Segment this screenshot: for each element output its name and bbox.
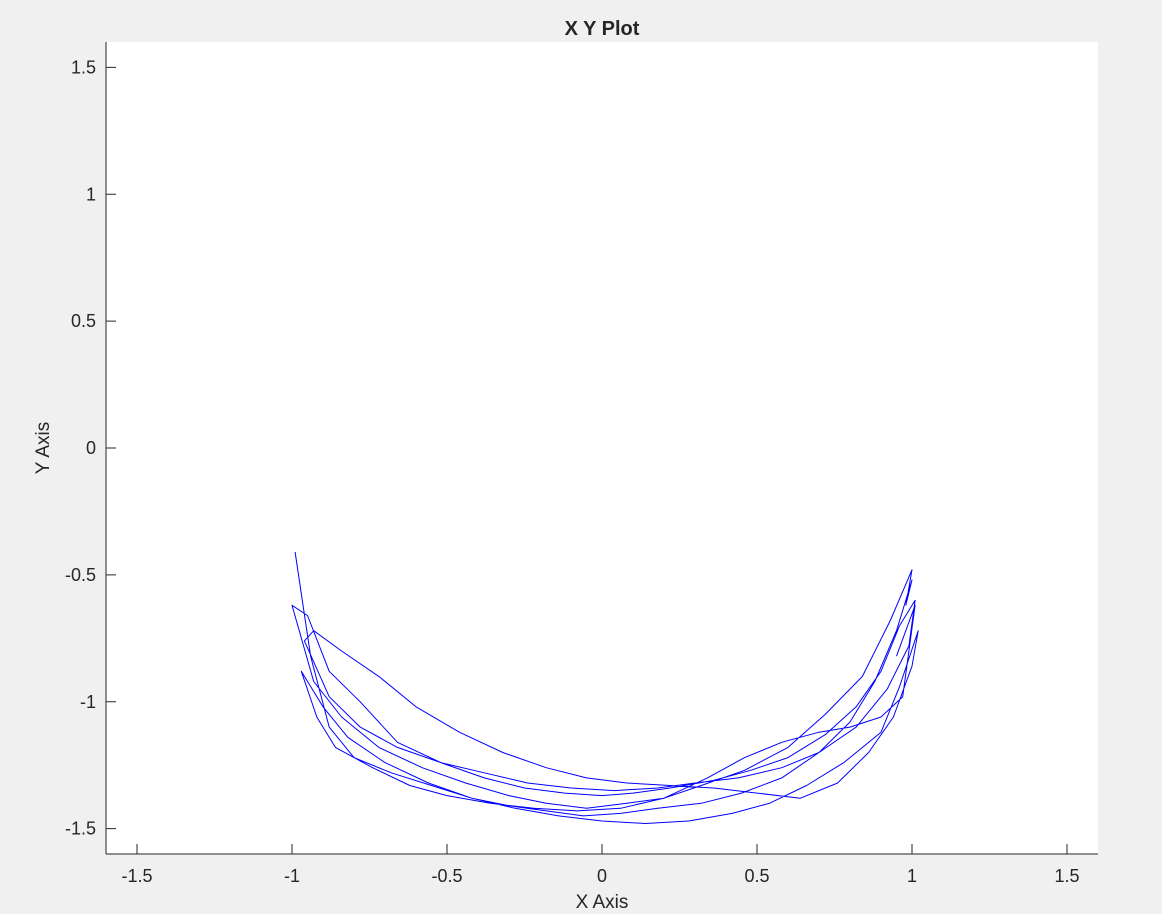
x-tick-label: -1 [284,866,300,886]
y-tick-label: 1.5 [71,57,96,77]
y-tick-label: 0.5 [71,311,96,331]
x-axis-label: X Axis [576,892,629,913]
y-tick-label: -1 [80,692,96,712]
x-tick-label: 0 [597,866,607,886]
x-tick-label: 1.5 [1054,866,1079,886]
y-tick-label: -0.5 [65,565,96,585]
chart-title: X Y Plot [565,18,640,40]
x-tick-label: 0.5 [744,866,769,886]
x-tick-label: -1.5 [121,866,152,886]
series-line [291,551,919,824]
y-tick-label: -1.5 [65,819,96,839]
plot-area [106,42,1098,854]
y-tick-label: 1 [86,184,96,204]
x-tick-label: 1 [907,866,917,886]
y-tick-label: 0 [86,438,96,458]
x-tick-label: -0.5 [431,866,462,886]
y-axis-label: Y Axis [33,422,54,474]
